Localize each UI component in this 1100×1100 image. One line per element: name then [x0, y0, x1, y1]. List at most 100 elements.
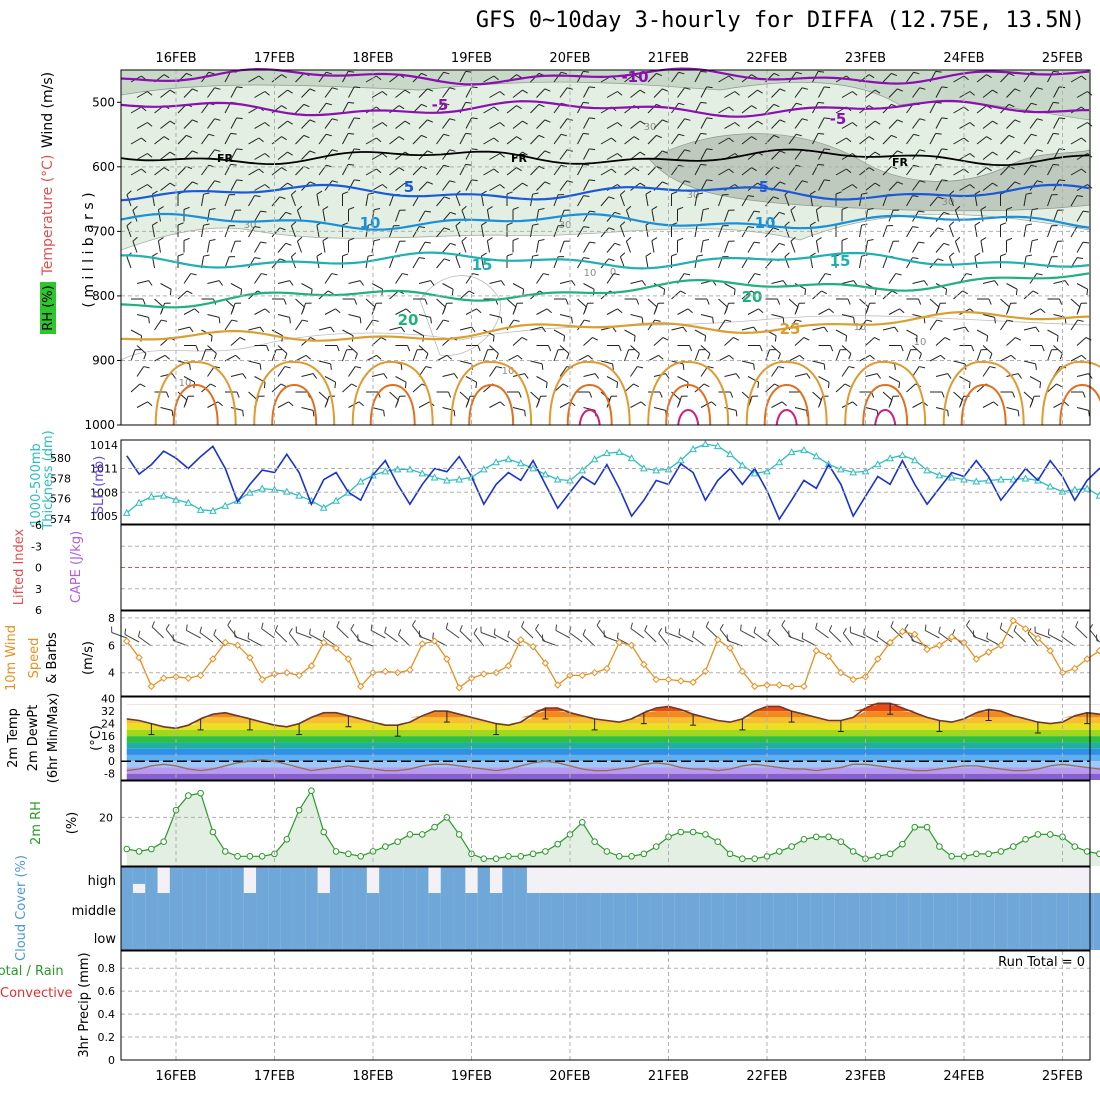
rh-label: 0 [610, 267, 616, 278]
cloud-bar [920, 921, 934, 950]
data-point [258, 484, 267, 492]
isotherm-label: -5 [830, 110, 847, 128]
cloud-bar [231, 921, 244, 950]
wind-barb-flag [773, 134, 780, 139]
wind-barb-flag [1031, 208, 1039, 211]
wind-barb [771, 211, 780, 222]
wind-barb [888, 88, 898, 98]
wind-barb-flag [784, 252, 790, 258]
wind-barb [201, 225, 205, 238]
wind-barb [859, 354, 871, 362]
day-gridlines [175, 440, 1063, 524]
wind-barb-flag [208, 71, 215, 75]
wind-barb [812, 326, 825, 331]
wind-barb-flag [941, 179, 948, 182]
cloud-bar [785, 893, 798, 921]
wind-barb-flag [517, 354, 523, 360]
wind-barb-flag [443, 133, 450, 137]
wind-barb-flag [869, 354, 875, 360]
wind-barb-flag [986, 632, 989, 639]
isotherm-label: FR [511, 152, 528, 165]
data-point [837, 465, 845, 473]
wind-barb-flag [169, 182, 176, 187]
cloud-bar [157, 893, 170, 921]
wind-barb [577, 226, 584, 238]
wind-barb-flag [258, 168, 264, 174]
cloud-bar [1007, 921, 1020, 950]
cloud-bar [699, 893, 712, 921]
wind-barb [130, 168, 142, 176]
wind-barb-flag [876, 630, 880, 637]
wind-barb [841, 366, 850, 377]
wind-barb [818, 396, 824, 408]
wind-barb [812, 133, 819, 145]
wind-barb-flag [327, 290, 334, 295]
wind-barb [154, 298, 164, 308]
wind-barb-flag [472, 273, 479, 276]
wind-barb [973, 636, 989, 643]
wind-barb [318, 326, 331, 331]
wind-barb [183, 88, 193, 98]
wind-barb-flag [992, 151, 998, 156]
wind-barb [1053, 117, 1060, 129]
wind-barb-flag [507, 630, 510, 637]
wind-barb-flag [1030, 164, 1037, 168]
wind-barb [624, 383, 634, 393]
wind-barb [465, 86, 473, 98]
wind-barb [888, 273, 897, 284]
wind-barb-flag [988, 298, 992, 305]
data-point [751, 855, 758, 863]
date-label: 24FEB [943, 51, 984, 66]
wind-barb [1006, 119, 1016, 129]
wind-barb-flag [1025, 254, 1033, 257]
wind-barb [959, 122, 971, 129]
wind-barb [365, 168, 377, 176]
data-point [886, 638, 894, 647]
wind-barb-flag [354, 353, 358, 360]
wind-barb [536, 88, 546, 98]
wind-barb-flag [316, 190, 323, 195]
wind-barb-flag [152, 221, 158, 226]
data-point [295, 491, 303, 499]
wind-barb-flag [728, 168, 734, 174]
wind-barb [906, 71, 914, 83]
wind-barb [530, 256, 534, 269]
wind-barb [700, 240, 704, 253]
heat-contour [745, 360, 828, 426]
wind-barb-flag [1008, 134, 1015, 139]
cloud-bar [588, 921, 601, 950]
upper-air-frame [120, 69, 1091, 426]
wind-barb-flag [404, 120, 411, 125]
rh-area [126, 790, 1100, 866]
wind-barb [412, 329, 424, 337]
isotherm-label: -5 [432, 96, 449, 114]
date-label: 22FEB [746, 1069, 787, 1084]
wind-barb [619, 225, 625, 238]
wind-barb [342, 133, 349, 145]
wind-barb [442, 118, 450, 129]
cloud-bar [132, 867, 146, 884]
wind-barb-flag [863, 628, 865, 635]
wind-barb [536, 119, 546, 129]
wind-barb [1006, 283, 1018, 290]
cloud-bar [797, 893, 811, 921]
wind-barb-flag [963, 168, 969, 174]
wind-barb [812, 290, 822, 300]
wind-barb [801, 638, 817, 647]
wind-barb [888, 308, 900, 315]
wind-barb [130, 329, 142, 337]
wind-barb-flag [443, 102, 450, 106]
wind-barb-flag [566, 353, 570, 360]
wind-barb-flag [617, 91, 623, 96]
date-label: 21FEB [648, 51, 689, 66]
cloud-bar [933, 921, 946, 950]
wind-barb-flag [330, 363, 332, 370]
wind-barb [295, 135, 305, 145]
wind-barb-flag [449, 87, 456, 90]
temperature-band [126, 736, 1100, 743]
wind-barb-flag [633, 383, 640, 388]
wind-barb-flag [919, 118, 926, 121]
data-point [1021, 625, 1030, 633]
data-point [394, 838, 401, 846]
